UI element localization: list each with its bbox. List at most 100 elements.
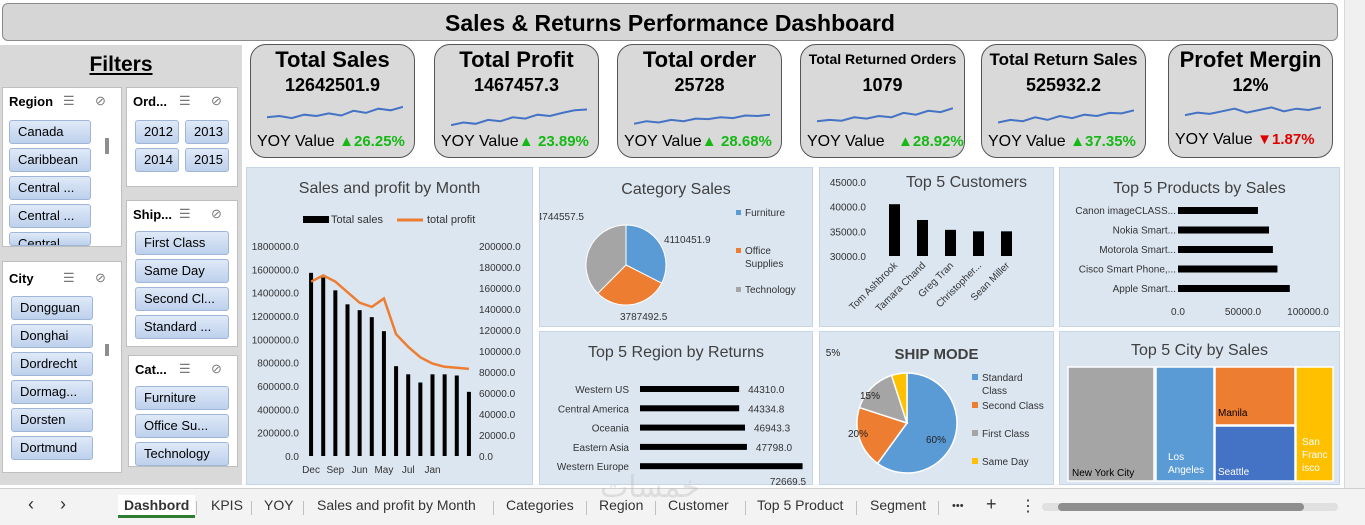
y-left-tick-label: 0.0 — [285, 452, 299, 463]
treemap-label: Angeles — [1168, 465, 1204, 476]
tab-separator — [655, 501, 656, 515]
kpi-yoy-value: 28.68% — [721, 133, 772, 150]
slicer-item-ship-mode[interactable]: Standard ... — [135, 315, 229, 339]
ship-mode-chart: 60% 20% 15% 5% Standard Class Second Class Firs… — [826, 348, 1044, 474]
top-customers-panel[interactable]: Top 5 Customers 30000.0 35000.0 40000.0 450… — [819, 167, 1054, 327]
slicer-item-category[interactable]: Office Su... — [135, 414, 229, 438]
y-left-tick-label: 800000.0 — [257, 359, 299, 370]
multi-select-icon[interactable]: ☰ — [63, 270, 75, 285]
slicer-item-year[interactable]: 2014 — [135, 148, 179, 172]
clear-filter-icon[interactable]: ⊘ — [211, 361, 222, 376]
chart-title: Category Sales — [621, 181, 731, 198]
sparkline-line — [998, 109, 1134, 124]
multi-select-icon[interactable]: ☰ — [179, 206, 191, 221]
slicer-item-region[interactable]: Central ... — [9, 232, 91, 246]
region-slicer-scrollbar[interactable] — [105, 138, 109, 154]
slicer-item-ship-mode[interactable]: Same Day — [135, 259, 229, 283]
sales-profit-month-panel[interactable]: Sales and profit by Month Total sales tot… — [246, 167, 533, 485]
kpi-yoy: YOY Value ▲28.92% — [807, 133, 964, 151]
chart-title: Top 5 Products by Sales — [1113, 180, 1286, 197]
vertical-scrollbar[interactable] — [1344, 0, 1365, 488]
multi-select-icon[interactable]: ☰ — [179, 361, 191, 376]
slicer-item-year[interactable]: 2015 — [185, 148, 229, 172]
ship-mode-data-label: 20% — [848, 429, 868, 440]
tab-kpis[interactable]: KPIS — [211, 497, 243, 513]
slicer-item-city[interactable]: Dorsten — [11, 408, 93, 432]
slicer-item-category[interactable]: Technology — [135, 442, 229, 466]
slicer-item-ship-mode[interactable]: First Class — [135, 231, 229, 255]
kpi-yoy-label: YOY Value — [441, 133, 519, 150]
add-sheet-button[interactable]: + — [986, 494, 997, 514]
tab-separator — [586, 501, 587, 515]
product-bar — [1178, 226, 1269, 234]
slicer-item-region[interactable]: Caribbean — [9, 148, 91, 172]
treemap-label: Franc — [1302, 450, 1328, 461]
slicer-item-year[interactable]: 2012 — [135, 120, 179, 144]
ship-mode-pie-slice — [856, 406, 909, 465]
legend-label: Technology — [745, 285, 796, 296]
kpi-sparkline — [998, 109, 1134, 124]
tab-sales-profit-month[interactable]: Sales and profit by Month — [317, 497, 476, 513]
y-left-tick-label: 600000.0 — [257, 382, 299, 393]
tab-prev-button[interactable]: ‹ — [28, 494, 34, 514]
horizontal-scroll-thumb[interactable] — [1058, 503, 1304, 511]
slicer-item-city[interactable]: Donghai — [11, 324, 93, 348]
x-tick-label: Jan — [424, 465, 440, 476]
slicer-item-city[interactable]: Dortmund — [11, 436, 93, 460]
watermark: خمسات — [600, 470, 701, 505]
slicer-item-region[interactable]: Canada — [9, 120, 91, 144]
slicer-item-region[interactable]: Central ... — [9, 204, 91, 228]
y-right-tick-label: 120000.0 — [479, 326, 521, 337]
slicer-item-city[interactable]: Dormag... — [11, 380, 93, 404]
slicer-item-year[interactable]: 2013 — [185, 120, 229, 144]
slicer-item-city[interactable]: Dongguan — [11, 296, 93, 320]
tab-next-button[interactable]: › — [60, 494, 66, 514]
sheet-menu-icon[interactable]: ⋮ — [1020, 498, 1036, 515]
slicer-item-ship-mode[interactable]: Second Cl... — [135, 287, 229, 311]
slicer-item-region[interactable]: Central ... — [9, 176, 91, 200]
tab-segment[interactable]: Segment — [870, 497, 927, 513]
kpi-yoy-label: YOY Value — [1175, 131, 1253, 148]
multi-select-icon[interactable]: ☰ — [179, 93, 191, 108]
clear-filter-icon[interactable]: ⊘ — [95, 270, 106, 285]
ship-mode-data-label: 60% — [926, 435, 946, 446]
region-bar — [640, 405, 740, 412]
ship-mode-panel[interactable]: SHIP MODE 60% 20% 15% 5% Standard Class Second… — [819, 331, 1054, 485]
city-slicer-title: City — [9, 271, 34, 286]
top-city-panel[interactable]: Top 5 City by Sales New York City Los Ange… — [1059, 331, 1340, 485]
y-left-tick-label: 1400000.0 — [252, 289, 300, 300]
slicer-item-category[interactable]: Furniture — [135, 386, 229, 410]
slicer-item-city[interactable]: Dordrecht — [11, 352, 93, 376]
legend-label: Standard — [982, 373, 1023, 384]
top-products-panel[interactable]: Top 5 Products by Sales Canon imageCLASS… — [1059, 167, 1340, 327]
sales-bar — [357, 310, 362, 456]
kpi-yoy-value: 1.87% — [1272, 131, 1315, 148]
tab-yoy[interactable]: YOY — [264, 497, 294, 513]
tab-categories[interactable]: Categories — [506, 497, 574, 513]
horizontal-scrollbar[interactable] — [1042, 503, 1338, 511]
more-tabs-button[interactable]: ••• — [952, 500, 964, 512]
legend-label: Furniture — [745, 208, 785, 219]
kpi-value: 12642501.9 — [284, 75, 381, 95]
kpi-yoy-arrow: ▼ — [1257, 131, 1272, 148]
clear-filter-icon[interactable]: ⊘ — [95, 93, 106, 108]
clear-filter-icon[interactable]: ⊘ — [211, 206, 222, 221]
tab-customer[interactable]: Customer — [668, 497, 729, 513]
category-slicer: Cat... ☰ ⊘ Furniture Office Su... Techno… — [128, 355, 238, 467]
sales-profit-month-chart: Total sales total profit 0.0 200000.0 400000… — [252, 214, 521, 476]
clear-filter-icon[interactable]: ⊘ — [211, 93, 222, 108]
city-slicer-scrollbar[interactable] — [105, 344, 109, 356]
treemap-tile — [1155, 366, 1215, 482]
tab-region[interactable]: Region — [599, 497, 644, 513]
order-year-slicer-title: Ord... — [133, 94, 167, 109]
y-tick-label: Eastern Asia — [573, 443, 630, 454]
category-sales-panel[interactable]: Category Sales 4110451.9 3787492.5 4744557… — [539, 167, 813, 327]
tab-dashbord[interactable]: Dashbord — [118, 495, 196, 518]
top-region-returns-panel[interactable]: Top 5 Region by Returns Western US 44310.… — [539, 331, 813, 486]
treemap-tile — [1295, 366, 1334, 482]
treemap-label: isco — [1302, 463, 1320, 474]
multi-select-icon[interactable]: ☰ — [63, 93, 75, 108]
kpi-card-return-sales: Total Return Sales 525932.2 YOY Value ▲3… — [981, 44, 1146, 158]
ship-mode-pie-slice — [890, 372, 908, 424]
tab-top5-product[interactable]: Top 5 Product — [757, 497, 844, 513]
